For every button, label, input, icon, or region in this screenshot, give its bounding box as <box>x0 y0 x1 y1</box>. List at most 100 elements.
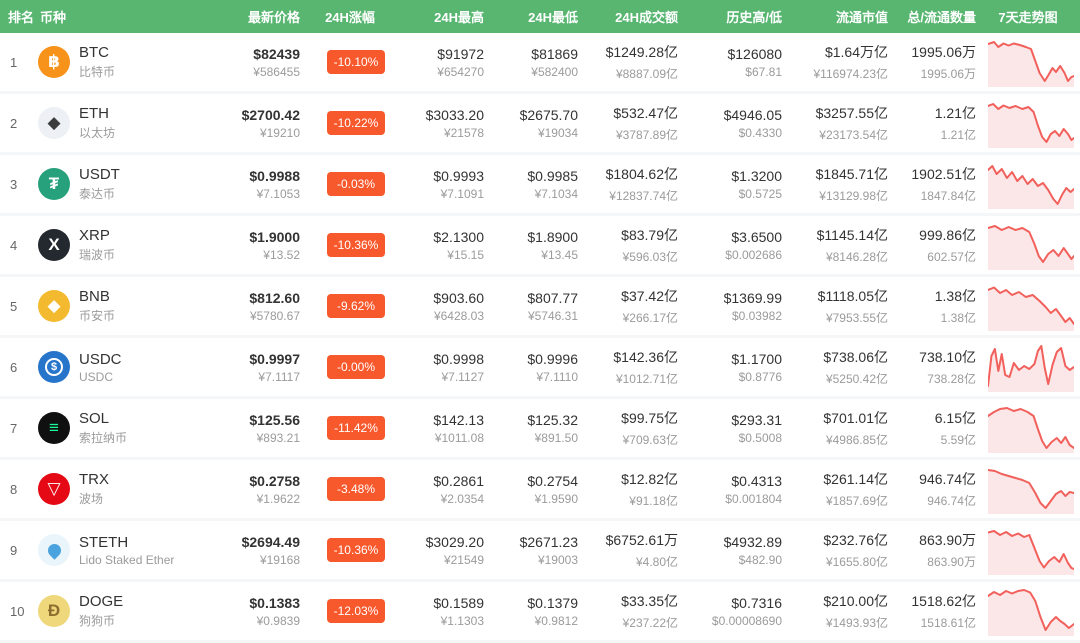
low-cell-values: $0.1379 ¥0.9812 <box>496 595 578 628</box>
low-cell-secondary: ¥7.1110 <box>536 369 578 384</box>
high-cell: $903.60 ¥6428.03 <box>400 290 496 323</box>
marketcap-cell-values: $261.14亿 ¥1857.69亿 <box>794 469 888 509</box>
high-cell: $0.1589 ¥1.1303 <box>400 595 496 628</box>
volume-cell-secondary: ¥91.18亿 <box>629 494 678 508</box>
change-badge: -10.10% <box>326 50 386 74</box>
table-row-sol[interactable]: 7 ≡ SOL 索拉纳币 $125.56 ¥893.21 -11.42% $142.13 ¥10… <box>0 399 1080 460</box>
coin-symbol: TRX <box>79 471 109 488</box>
column-header-mcap[interactable]: 流通市值 <box>835 10 888 25</box>
change-cell: -0.03% <box>312 172 400 196</box>
price-cell-values: $125.56 ¥893.21 <box>208 412 300 445</box>
coin-names: BTC 比特币 <box>79 44 115 80</box>
marketcap-cell: $210.00亿 ¥1493.93亿 <box>794 591 900 631</box>
price-cell: $0.9997 ¥7.1117 <box>208 351 312 384</box>
7day-trend-chart <box>988 159 1074 209</box>
table-row-xrp[interactable]: 4 X XRP 瑞波币 $1.9000 ¥13.52 -10.36% $2.1300 ¥15.1… <box>0 216 1080 277</box>
marketcap-cell-primary: $1.64万亿 <box>824 44 888 60</box>
low-cell-values: $0.9996 ¥7.1110 <box>496 351 578 384</box>
column-header-volume[interactable]: 24H成交额 <box>615 10 678 25</box>
column-header-low[interactable]: 24H最低 <box>528 10 578 25</box>
supply-cell-secondary: 946.74亿 <box>927 494 976 508</box>
volume-cell-primary: $99.75亿 <box>621 410 678 426</box>
table-row-btc[interactable]: 1 ฿ BTC 比特币 $82439 ¥586455 -10.10% $91972 ¥65427… <box>0 33 1080 94</box>
coin-glyph: ฿ <box>48 52 60 71</box>
sparkline-cell <box>988 220 1080 270</box>
low-cell-values: $0.9985 ¥7.1034 <box>496 168 578 201</box>
history-high-low-cell-secondary: $0.03982 <box>731 308 782 323</box>
column-header-rank[interactable]: 排名 <box>8 10 35 25</box>
coin-glyph: Ð <box>47 601 61 620</box>
high-cell-values: $3029.20 ¥21549 <box>400 534 484 567</box>
coin-symbol: XRP <box>79 227 110 244</box>
volume-cell-primary: $532.47亿 <box>613 105 678 121</box>
7day-trend-chart <box>988 281 1074 331</box>
volume-cell: $83.79亿 ¥596.03亿 <box>590 225 690 265</box>
high-cell-primary: $0.9993 <box>433 167 484 184</box>
history-high-low-cell-values: $4932.89 $482.90 <box>690 534 782 567</box>
price-cell-secondary: ¥7.1053 <box>256 186 300 201</box>
high-cell-values: $2.1300 ¥15.15 <box>400 229 484 262</box>
table-row-usdt[interactable]: 3 ₮ USDT 泰达币 $0.9988 ¥7.1053 -0.03% $0.9993 ¥7.1… <box>0 155 1080 216</box>
marketcap-cell-secondary: ¥116974.23亿 <box>813 67 888 81</box>
history-high-low-cell-values: $0.4313 $0.001804 <box>690 473 782 506</box>
column-header-change[interactable]: 24H涨幅 <box>325 10 375 25</box>
coin-cell: ◆ BNB 币安币 <box>36 288 208 324</box>
volume-cell: $12.82亿 ¥91.18亿 <box>590 469 690 509</box>
column-header-hist[interactable]: 历史高/低 <box>726 10 782 25</box>
high-cell: $0.2861 ¥2.0354 <box>400 473 496 506</box>
low-cell-secondary: ¥5746.31 <box>527 308 578 323</box>
price-cell-values: $0.9997 ¥7.1117 <box>208 351 300 384</box>
low-cell: $125.32 ¥891.50 <box>496 412 590 445</box>
column-header-supply[interactable]: 总/流通数量 <box>907 10 976 25</box>
volume-cell-secondary: ¥596.03亿 <box>622 250 678 264</box>
history-high-low-cell-secondary: $482.90 <box>738 552 782 567</box>
change-cell: -11.42% <box>312 416 400 440</box>
history-high-low-cell-values: $0.7316 $0.00008690 <box>690 595 782 628</box>
column-header-coin[interactable]: 币种 <box>40 10 67 25</box>
volume-cell-primary: $83.79亿 <box>621 227 678 243</box>
supply-cell-values: 863.90万 863.90万 <box>900 530 976 570</box>
change-badge: -12.03% <box>326 599 386 623</box>
price-cell-secondary: ¥1.9622 <box>256 491 300 506</box>
low-cell-secondary: ¥582400 <box>531 64 578 79</box>
table-row-trx[interactable]: 8 ▽ TRX 波场 $0.2758 ¥1.9622 -3.48% $0.2861 ¥2.035… <box>0 460 1080 521</box>
supply-cell-secondary: 738.28亿 <box>927 372 976 386</box>
column-header-high[interactable]: 24H最高 <box>434 10 484 25</box>
low-cell: $1.8900 ¥13.45 <box>496 229 590 262</box>
marketcap-cell-secondary: ¥7953.55亿 <box>825 311 888 325</box>
history-high-low-cell-primary: $126080 <box>727 45 782 62</box>
low-cell-primary: $0.9985 <box>527 167 578 184</box>
history-high-low-cell-values: $1.1700 $0.8776 <box>690 351 782 384</box>
price-cell-secondary: ¥0.9839 <box>256 613 300 628</box>
low-cell-values: $807.77 ¥5746.31 <box>496 290 578 323</box>
table-row-bnb[interactable]: 5 ◆ BNB 币安币 $812.60 ¥5780.67 -9.62% $903.60 ¥642… <box>0 277 1080 338</box>
history-high-low-cell: $1.3200 $0.5725 <box>690 168 794 201</box>
column-header-price[interactable]: 最新价格 <box>247 10 300 25</box>
column-header-spark[interactable]: 7天走势图 <box>998 10 1058 25</box>
table-row-doge[interactable]: 10 Ð DOGE 狗狗币 $0.1383 ¥0.9839 -12.03% $0.1589 ¥1… <box>0 582 1080 643</box>
table-row-usdc[interactable]: 6 $ USDC USDC $0.9997 ¥7.1117 -0.00% $0.9998 ¥7.… <box>0 338 1080 399</box>
table-row-eth[interactable]: 2 ◆ ETH 以太坊 $2700.42 ¥19210 -10.22% $3033.20 ¥21… <box>0 94 1080 155</box>
eth-icon: ◆ <box>38 107 70 139</box>
history-high-low-cell: $0.7316 $0.00008690 <box>690 595 794 628</box>
price-cell: $125.56 ¥893.21 <box>208 412 312 445</box>
price-cell-primary: $1.9000 <box>249 228 300 245</box>
history-high-low-cell: $4946.05 $0.4330 <box>690 107 794 140</box>
coin-names: USDT 泰达币 <box>79 166 120 202</box>
low-cell-values: $81869 ¥582400 <box>496 46 578 79</box>
supply-cell-secondary: 1.21亿 <box>940 128 976 142</box>
coin-names: SOL 索拉纳币 <box>79 410 127 446</box>
marketcap-cell-primary: $1118.05亿 <box>817 288 888 304</box>
history-high-low-cell-primary: $1369.99 <box>723 289 782 306</box>
price-cell-values: $2700.42 ¥19210 <box>208 107 300 140</box>
table-row-steth[interactable]: 9 STETH Lido Staked Ether $2694.49 ¥19168 -10… <box>0 521 1080 582</box>
high-cell-primary: $0.2861 <box>433 472 484 489</box>
high-cell-primary: $903.60 <box>433 289 484 306</box>
price-cell: $2700.42 ¥19210 <box>208 107 312 140</box>
history-high-low-cell: $3.6500 $0.002686 <box>690 229 794 262</box>
rank-cell: 8 <box>10 481 18 497</box>
coin-names: STETH Lido Staked Ether <box>79 534 174 567</box>
price-cell-secondary: ¥13.52 <box>263 247 300 262</box>
volume-cell-primary: $1249.28亿 <box>605 44 678 60</box>
